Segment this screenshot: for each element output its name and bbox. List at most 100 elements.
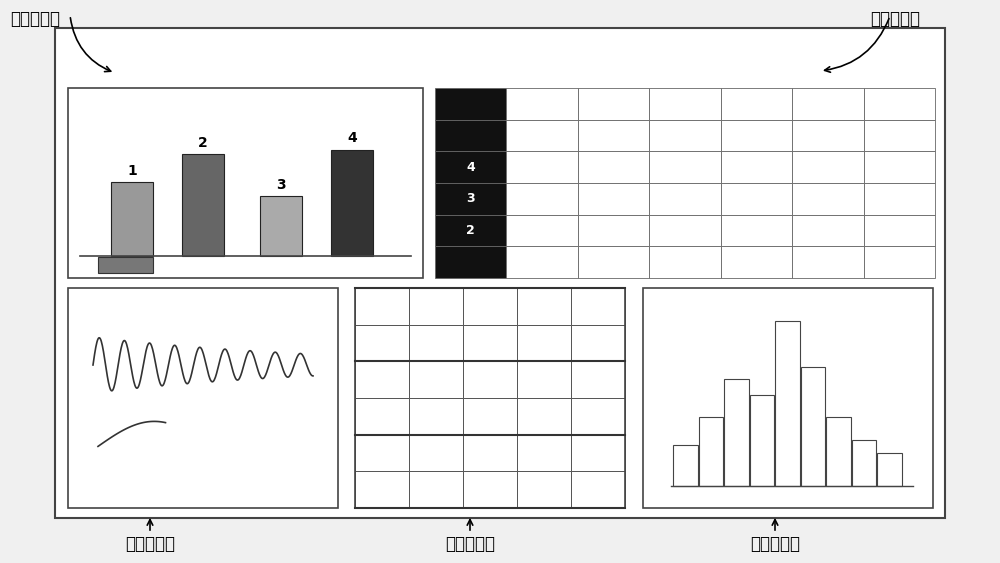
Text: 时间概览图: 时间概览图: [10, 10, 60, 28]
Bar: [463, 288, 517, 325]
Bar: [506, 88, 578, 120]
Bar: [506, 120, 578, 151]
Bar: [649, 183, 721, 215]
Bar: [435, 215, 506, 247]
Bar: [517, 398, 571, 435]
Bar: [68, 288, 338, 508]
Bar: [517, 361, 571, 398]
Bar: [355, 288, 625, 508]
Bar: [409, 361, 463, 398]
Bar: [571, 435, 625, 471]
Bar: [578, 151, 649, 183]
Bar: [721, 151, 792, 183]
Bar: [792, 215, 864, 247]
Text: 4: 4: [347, 132, 357, 145]
Bar: [463, 325, 517, 361]
Bar: [578, 183, 649, 215]
Bar: [331, 150, 373, 256]
Bar: [792, 183, 864, 215]
Bar: [864, 183, 935, 215]
Bar: [571, 471, 625, 508]
Bar: [517, 471, 571, 508]
Bar: [571, 361, 625, 398]
Bar: [409, 325, 463, 361]
Bar: [463, 361, 517, 398]
Bar: [409, 471, 463, 508]
Bar: [517, 435, 571, 471]
Bar: [571, 288, 625, 325]
Bar: [792, 88, 864, 120]
Bar: [571, 398, 625, 435]
Text: 参数趋势图: 参数趋势图: [125, 535, 175, 553]
Text: 1: 1: [127, 164, 137, 178]
Bar: [801, 367, 825, 486]
Bar: [864, 88, 935, 120]
Text: 4: 4: [466, 160, 475, 173]
Text: 参数分布图: 参数分布图: [750, 535, 800, 553]
Bar: [355, 325, 409, 361]
Bar: [864, 215, 935, 247]
Bar: [68, 88, 423, 278]
Bar: [355, 398, 409, 435]
Bar: [463, 398, 517, 435]
Bar: [864, 247, 935, 278]
Bar: [649, 120, 721, 151]
Bar: [506, 215, 578, 247]
Bar: [578, 247, 649, 278]
Bar: [435, 88, 506, 120]
Bar: [792, 120, 864, 151]
Bar: [649, 151, 721, 183]
Bar: [111, 182, 153, 256]
Text: 脉冲参数表: 脉冲参数表: [870, 10, 920, 28]
Bar: [643, 288, 933, 508]
Bar: [578, 215, 649, 247]
Bar: [852, 440, 876, 486]
Bar: [55, 28, 945, 518]
Bar: [721, 88, 792, 120]
Bar: [826, 417, 851, 486]
Bar: [355, 288, 409, 325]
Bar: [463, 471, 517, 508]
Bar: [571, 325, 625, 361]
Bar: [673, 445, 698, 486]
Bar: [435, 183, 506, 215]
Bar: [409, 288, 463, 325]
Bar: [877, 453, 902, 486]
Bar: [864, 151, 935, 183]
Text: 2: 2: [466, 224, 475, 237]
Bar: [750, 395, 774, 486]
Bar: [98, 257, 153, 273]
Bar: [355, 361, 409, 398]
Bar: [435, 151, 506, 183]
Text: 3: 3: [276, 178, 286, 193]
Bar: [260, 196, 302, 256]
Bar: [792, 247, 864, 278]
Bar: [435, 120, 506, 151]
Text: 参数统计表: 参数统计表: [445, 535, 495, 553]
Bar: [649, 215, 721, 247]
Bar: [724, 379, 749, 486]
Bar: [506, 151, 578, 183]
Bar: [463, 435, 517, 471]
Bar: [649, 88, 721, 120]
Text: 2: 2: [198, 136, 208, 150]
Bar: [182, 154, 224, 256]
Bar: [721, 120, 792, 151]
Bar: [699, 417, 723, 486]
Bar: [506, 247, 578, 278]
Bar: [578, 120, 649, 151]
Text: 3: 3: [466, 193, 475, 205]
Bar: [355, 471, 409, 508]
Bar: [517, 325, 571, 361]
Bar: [409, 398, 463, 435]
Bar: [355, 435, 409, 471]
Bar: [435, 247, 506, 278]
Bar: [775, 321, 800, 486]
Bar: [649, 247, 721, 278]
Bar: [792, 151, 864, 183]
Bar: [506, 183, 578, 215]
Bar: [409, 435, 463, 471]
Bar: [864, 120, 935, 151]
Bar: [578, 88, 649, 120]
Bar: [517, 288, 571, 325]
